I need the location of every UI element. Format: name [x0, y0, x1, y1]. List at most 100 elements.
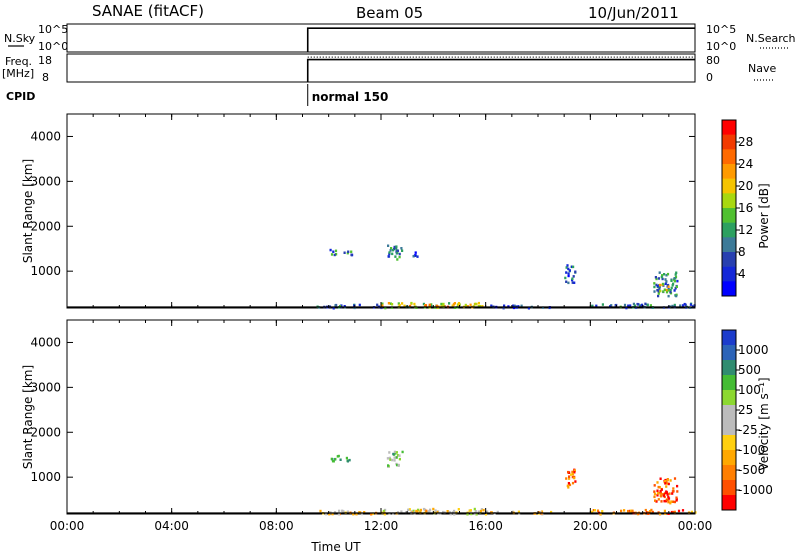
- data-cell: [396, 454, 400, 457]
- data-cell: [658, 287, 661, 290]
- data-cell: [490, 304, 493, 307]
- data-cell: [565, 266, 568, 269]
- data-cell: [350, 250, 353, 253]
- data-cell: [653, 495, 656, 499]
- data-cell: [319, 509, 322, 513]
- y-tick-label: 1000: [30, 470, 61, 484]
- data-cell: [475, 513, 478, 516]
- power-colorbar: Power [dB] 28 24 20 16 12 8 4: [721, 119, 771, 297]
- data-cell: [567, 267, 570, 271]
- data-cell: [479, 305, 482, 308]
- data-cell: [376, 303, 379, 307]
- data-cell: [673, 303, 676, 307]
- data-cell: [656, 494, 659, 497]
- data-cell: [627, 304, 630, 307]
- data-cell: [675, 496, 678, 499]
- data-cell: [633, 304, 636, 307]
- x-tick-label: 08:00: [259, 519, 294, 533]
- colorbar-swatch: [722, 237, 736, 253]
- data-cell: [410, 301, 413, 305]
- data-cell: [416, 510, 419, 513]
- data-cell: [435, 304, 438, 308]
- data-cell: [474, 510, 477, 513]
- data-cell: [395, 245, 398, 248]
- data-cell: [333, 253, 336, 257]
- data-cell: [631, 509, 634, 513]
- data-cell: [422, 507, 426, 511]
- data-cell: [541, 306, 545, 309]
- data-cell: [331, 459, 335, 463]
- data-cell: [623, 509, 626, 512]
- colorbar-swatch: [722, 360, 736, 376]
- data-cell: [412, 509, 415, 513]
- data-cell: [670, 510, 673, 514]
- data-cell: [331, 512, 334, 516]
- data-cell: [646, 303, 649, 307]
- data-cell: [656, 289, 659, 292]
- data-cell: [672, 490, 675, 493]
- data-cell: [573, 476, 576, 480]
- data-cell: [456, 303, 459, 306]
- data-cell: [388, 456, 391, 460]
- data-cell: [662, 493, 665, 496]
- freq-panel-frame: [66, 53, 696, 83]
- colorbar-tick-label: 1000: [738, 343, 769, 357]
- data-cell: [394, 255, 397, 258]
- data-cell: [664, 282, 667, 285]
- data-cell: [381, 304, 384, 307]
- colorbar-swatch: [722, 480, 736, 496]
- noise-panel-frame: [66, 23, 696, 53]
- data-cell: [664, 278, 667, 281]
- data-cell: [371, 512, 375, 515]
- data-cell: [457, 508, 460, 511]
- colorbar-swatch: [722, 208, 736, 223]
- data-cell: [571, 475, 574, 479]
- data-cell: [673, 277, 676, 280]
- colorbar-swatch: [722, 495, 736, 511]
- data-cell: [393, 245, 396, 249]
- power-ylabel: Slant Range [km]: [21, 159, 35, 263]
- data-cell: [387, 255, 390, 258]
- data-cell: [453, 306, 456, 309]
- data-cell: [661, 282, 665, 286]
- y-tick-label: 4000: [30, 129, 61, 143]
- data-cell: [690, 510, 693, 514]
- velocity-colorbar: Velocity [m s⁻¹] 1000 500 100 25 -25 -100 -500…: [721, 329, 773, 511]
- data-cell: [332, 250, 335, 253]
- data-cell: [655, 500, 658, 503]
- data-cell: [408, 508, 411, 511]
- noise-tick-high-right: 10^5: [706, 23, 736, 36]
- data-cell: [571, 470, 574, 474]
- data-cell: [474, 302, 477, 306]
- colorbar-frame: [721, 329, 737, 511]
- colorbar-swatch: [722, 134, 736, 150]
- data-cell: [480, 508, 483, 511]
- x-tick-label: 20:00: [573, 519, 608, 533]
- data-cell: [671, 492, 674, 495]
- data-cell: [389, 302, 392, 305]
- data-cell: [428, 304, 431, 307]
- cpid-label: CPID: [6, 90, 35, 103]
- colorbar-swatch: [722, 252, 736, 267]
- data-cell: [333, 511, 337, 514]
- colorbar-swatch: [722, 193, 736, 209]
- data-cell: [653, 484, 656, 487]
- velocity-ylabel: Slant Range [km]: [21, 365, 35, 469]
- data-cell: [663, 273, 666, 276]
- data-cell: [442, 303, 445, 306]
- data-cell: [573, 469, 576, 472]
- data-cell: [469, 303, 472, 307]
- power-colorbar-label: Power [dB]: [757, 183, 771, 248]
- data-cell: [400, 247, 403, 250]
- data-cell: [689, 303, 692, 306]
- data-cell: [457, 302, 461, 305]
- colorbar-tick-label: 28: [738, 135, 753, 149]
- data-cell: [653, 490, 656, 493]
- data-cell: [591, 510, 594, 514]
- data-cell: [518, 512, 521, 515]
- data-cell: [334, 304, 337, 307]
- data-cell: [387, 244, 390, 247]
- data-cell: [661, 493, 664, 496]
- data-cell: [664, 512, 667, 515]
- data-cell: [396, 258, 399, 261]
